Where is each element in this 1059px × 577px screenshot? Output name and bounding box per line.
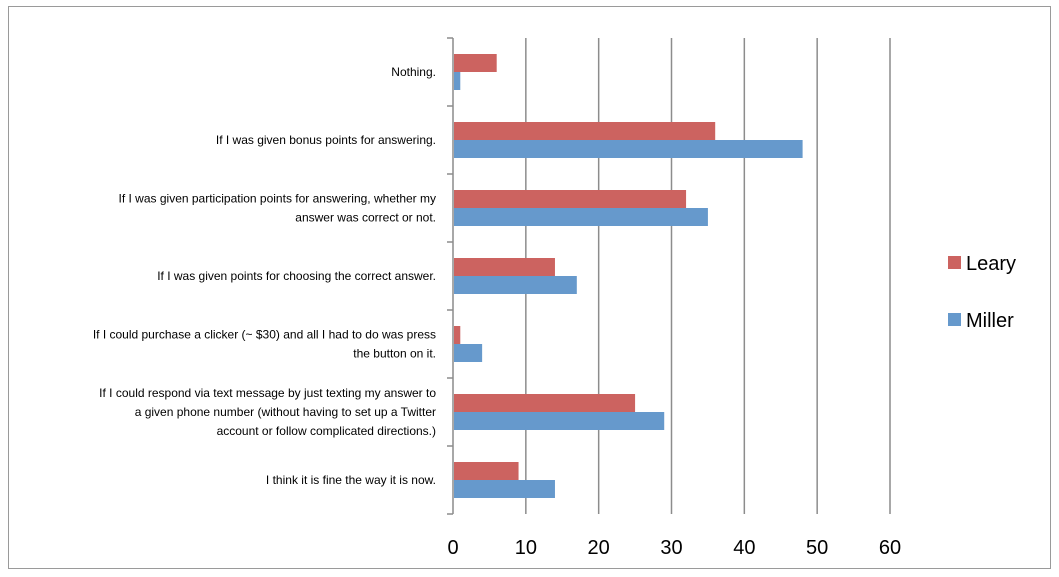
category-label: Nothing.	[391, 65, 436, 79]
legend-swatch-miller	[948, 313, 961, 326]
bar-leary	[454, 258, 555, 276]
x-tick-label: 0	[447, 537, 458, 559]
bars	[454, 54, 803, 498]
category-labels: Nothing. If I was given bonus points for …	[93, 65, 437, 487]
bar-miller	[454, 140, 803, 158]
bar-leary	[454, 326, 461, 344]
x-tick-label: 30	[660, 537, 682, 559]
legend-label-leary: Leary	[966, 253, 1016, 275]
x-tick-label: 40	[733, 537, 755, 559]
bar-miller	[454, 208, 708, 226]
bar-miller	[454, 72, 461, 90]
category-label: If I was given points for choosing the c…	[157, 269, 436, 283]
x-tick-label: 50	[806, 537, 828, 559]
bar-miller	[454, 412, 665, 430]
category-label: I think it is fine the way it is now.	[266, 473, 436, 487]
bar-leary	[454, 122, 716, 140]
x-tick-label: 60	[879, 537, 901, 559]
bar-miller	[454, 344, 483, 362]
axes	[447, 37, 454, 515]
legend-label-miller: Miller	[966, 310, 1014, 332]
legend-swatch-leary	[948, 256, 961, 269]
bar-leary	[454, 54, 497, 72]
category-label: If I was given participation points for …	[119, 192, 436, 225]
gridlines	[525, 38, 891, 514]
category-label: If I was given bonus points for answerin…	[216, 133, 436, 147]
bar-leary	[454, 462, 519, 480]
bar-leary	[454, 394, 636, 412]
bar-miller	[454, 276, 577, 294]
x-tick-labels: 0 10 20 30 40 50 60	[447, 537, 901, 559]
legend: Leary Miller	[948, 253, 1016, 332]
x-tick-label: 10	[515, 537, 537, 559]
category-label: If I could purchase a clicker (~ $30) an…	[93, 328, 436, 361]
category-label: If I could respond via text message by j…	[99, 386, 436, 438]
bar-leary	[454, 190, 687, 208]
x-tick-label: 20	[588, 537, 610, 559]
bar-miller	[454, 480, 555, 498]
